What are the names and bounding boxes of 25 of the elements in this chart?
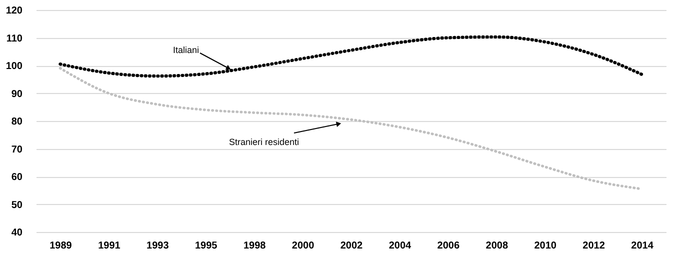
- y-tick-label: 60: [11, 172, 23, 183]
- x-tick-label: 2008: [486, 240, 508, 252]
- y-tick-label: 100: [6, 61, 23, 72]
- x-tick-label: 2004: [388, 240, 412, 252]
- text: Stranieri residenti: [228, 137, 300, 147]
- x-tick-label: 2012: [582, 240, 606, 252]
- x-tick-label: 2014: [631, 240, 654, 252]
- y-tick-label: 90: [11, 88, 23, 100]
- y-tick-label: 70: [11, 144, 23, 156]
- x-tick-label: 1993: [146, 240, 170, 252]
- x-tick-label: 1991: [98, 240, 121, 252]
- y-tick-label: 110: [6, 33, 23, 44]
- x-tick-label: 2000: [292, 240, 315, 252]
- x-tick-label: 2010: [534, 240, 557, 252]
- x-tick-label: 2006: [437, 240, 460, 252]
- x-tick-label: 1998: [243, 240, 266, 252]
- x-tick-label: 1995: [194, 240, 218, 252]
- x-tick-label: 1989: [50, 240, 72, 252]
- y-tick-label: 120: [6, 6, 23, 16]
- text: Italiani: [172, 45, 200, 55]
- y-tick-label: 40: [11, 228, 23, 238]
- y-tick-label: 50: [11, 200, 23, 211]
- x-tick-label: 2002: [340, 240, 364, 252]
- y-tick-label: 80: [11, 116, 23, 128]
- line-series: [58, 35, 644, 78]
